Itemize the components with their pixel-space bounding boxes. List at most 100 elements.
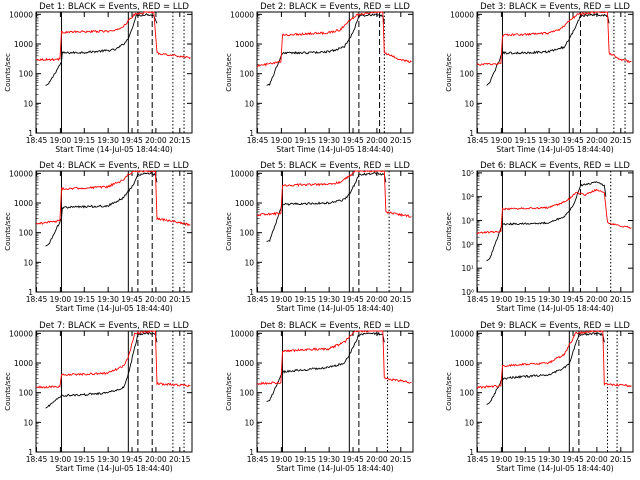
x-tick-label: 18:45 — [467, 295, 489, 304]
y-tick-label: 1 — [28, 448, 33, 457]
x-axis-label: Start Time (14-Jul-05 18:44:40) — [496, 464, 613, 473]
y-tick-label: 1000 — [455, 40, 474, 49]
x-tick-label: 19:30 — [318, 295, 340, 304]
y-tick-label: 100 — [19, 70, 34, 79]
x-tick-label: 19:30 — [97, 136, 119, 145]
x-tick-label: 19:15 — [294, 455, 316, 464]
x-tick-label: 19:30 — [97, 295, 119, 304]
y-tick-label: 100 — [240, 229, 255, 238]
x-tick-label: 20:00 — [366, 455, 388, 464]
y-tick-label: 1000 — [235, 199, 254, 208]
y-tick-label: 1000 — [14, 359, 33, 368]
x-tick-label: 19:30 — [538, 136, 560, 145]
chart-panel-7: Det 7: BLACK = Events, RED = LLD Counts/s… — [4, 321, 193, 473]
x-tick-label: 20:15 — [169, 455, 191, 464]
x-tick-label: 19:00 — [491, 455, 513, 464]
chart-title: Det 8: BLACK = Events, RED = LLD — [260, 321, 410, 331]
chart-title: Det 5: BLACK = Events, RED = LLD — [260, 161, 410, 171]
x-tick-label: 20:00 — [145, 295, 167, 304]
y-tick-label: 10 — [244, 418, 254, 427]
x-tick-label: 19:00 — [491, 295, 513, 304]
chart-title: Det 9: BLACK = Events, RED = LLD — [480, 321, 630, 331]
y-axis-label: Counts/sec — [445, 53, 453, 92]
plot-frame — [35, 11, 193, 134]
series-line-red — [476, 188, 632, 235]
chart-panel-1: Det 1: BLACK = Events, RED = LLD Counts/s… — [4, 2, 193, 154]
plot-frame — [476, 170, 634, 293]
y-tick-label: 10000 — [450, 10, 474, 19]
series-line-black — [486, 332, 605, 405]
series-line-black — [266, 172, 387, 243]
y-axis-label: Counts/sec — [4, 53, 12, 92]
x-tick-label: 19:15 — [73, 136, 95, 145]
y-tick-label: 10⁵ — [461, 169, 474, 178]
y-axis-label: Counts/sec — [225, 372, 233, 411]
y-tick-label: 1000 — [235, 359, 254, 368]
x-tick-label: 20:15 — [169, 136, 191, 145]
x-tick-label: 19:00 — [50, 455, 72, 464]
chart-panel-6: Det 6: BLACK = Events, RED = LLD Counts/s… — [445, 161, 634, 313]
x-tick-label: 19:30 — [318, 455, 340, 464]
y-tick-label: 10 — [23, 258, 33, 267]
x-tick-label: 19:00 — [50, 295, 72, 304]
chart-panel-3: Det 3: BLACK = Events, RED = LLD Counts/s… — [445, 2, 634, 154]
x-tick-label: 20:15 — [390, 136, 412, 145]
x-tick-label: 18:45 — [26, 295, 48, 304]
y-tick-label: 1 — [28, 288, 33, 297]
x-tick-label: 18:45 — [467, 136, 489, 145]
plot-frame — [256, 170, 414, 293]
chart-panel-8: Det 8: BLACK = Events, RED = LLD Counts/s… — [225, 321, 414, 473]
x-axis-label: Start Time (14-Jul-05 18:44:40) — [496, 304, 613, 313]
series-line-red — [476, 11, 632, 66]
series-line-black — [486, 12, 610, 86]
plot-frame — [35, 170, 193, 293]
chart-title: Det 6: BLACK = Events, RED = LLD — [480, 161, 630, 171]
x-tick-label: 20:15 — [169, 295, 191, 304]
x-tick-label: 20:15 — [390, 455, 412, 464]
chart-title: Det 7: BLACK = Events, RED = LLD — [39, 321, 189, 331]
series-line-black — [45, 13, 158, 86]
x-tick-label: 18:45 — [247, 455, 269, 464]
x-axis-label: Start Time (14-Jul-05 18:44:40) — [55, 464, 172, 473]
y-tick-label: 10000 — [230, 169, 254, 178]
x-tick-label: 19:15 — [73, 295, 95, 304]
y-tick-label: 1 — [28, 129, 33, 138]
y-tick-label: 10000 — [230, 329, 254, 338]
x-tick-label: 20:00 — [145, 455, 167, 464]
x-tick-label: 20:15 — [610, 136, 632, 145]
x-tick-label: 18:45 — [467, 455, 489, 464]
y-axis-label: Counts/sec — [4, 212, 12, 251]
series-line-black — [486, 181, 607, 262]
y-tick-label: 10² — [461, 240, 474, 249]
plot-frame — [476, 11, 634, 134]
x-tick-label: 19:30 — [538, 455, 560, 464]
y-tick-label: 10³ — [461, 217, 474, 226]
plot-frame — [256, 330, 414, 453]
y-tick-label: 100 — [240, 389, 255, 398]
x-tick-label: 18:45 — [247, 295, 269, 304]
y-axis-label: Counts/sec — [445, 212, 453, 251]
series-line-red — [35, 330, 191, 389]
x-tick-label: 19:45 — [562, 295, 584, 304]
chart-title: Det 2: BLACK = Events, RED = LLD — [260, 2, 410, 12]
x-tick-label: 20:15 — [610, 455, 632, 464]
y-tick-label: 100 — [240, 70, 255, 79]
chart-title: Det 1: BLACK = Events, RED = LLD — [39, 2, 189, 12]
y-tick-label: 1 — [469, 448, 474, 457]
x-tick-label: 20:00 — [586, 295, 608, 304]
x-tick-label: 19:30 — [538, 295, 560, 304]
y-tick-label: 1000 — [14, 199, 33, 208]
y-tick-label: 10 — [244, 99, 254, 108]
series-line-red — [35, 170, 191, 227]
y-tick-label: 1 — [249, 288, 254, 297]
y-tick-label: 10 — [464, 418, 474, 427]
y-tick-label: 1 — [249, 129, 254, 138]
series-line-black — [45, 332, 158, 409]
y-tick-label: 10 — [464, 99, 474, 108]
x-axis-label: Start Time (14-Jul-05 18:44:40) — [55, 304, 172, 313]
x-tick-label: 19:15 — [73, 455, 95, 464]
x-tick-label: 20:15 — [390, 295, 412, 304]
chart-title: Det 3: BLACK = Events, RED = LLD — [480, 2, 630, 12]
y-tick-label: 1000 — [235, 40, 254, 49]
y-tick-label: 10000 — [450, 329, 474, 338]
